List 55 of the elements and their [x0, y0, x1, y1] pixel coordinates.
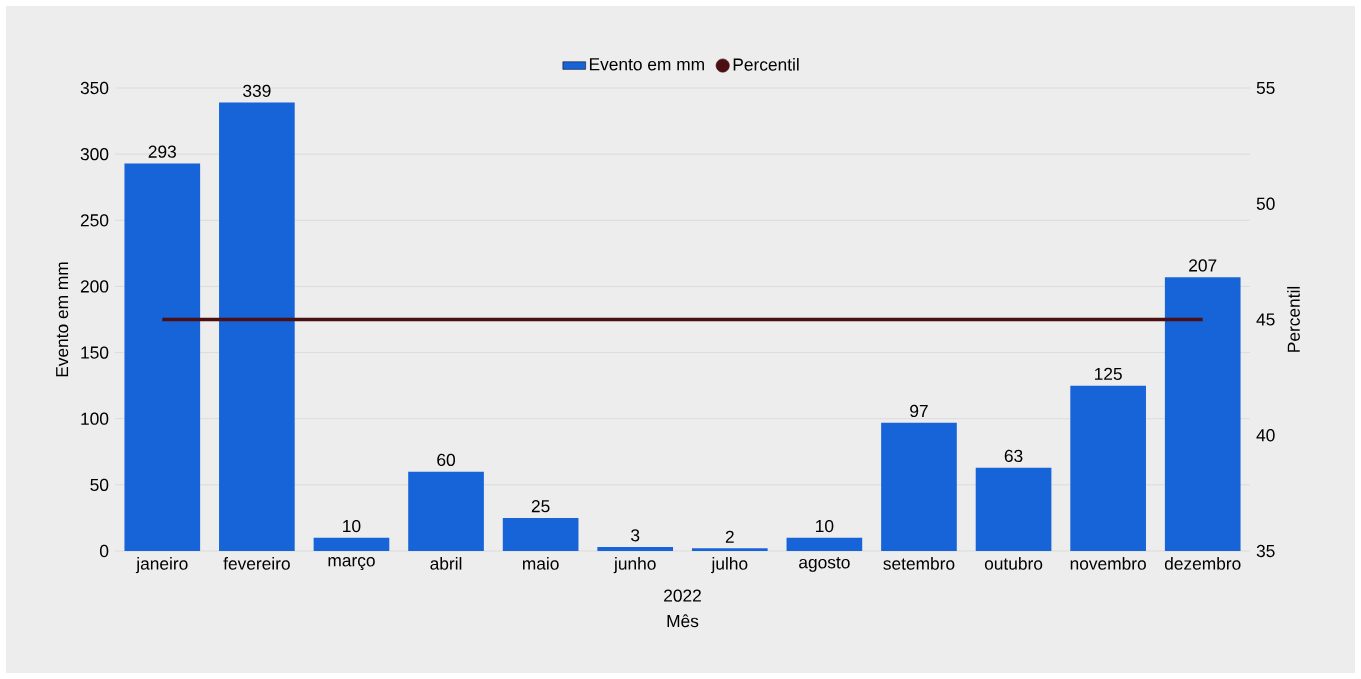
y-tick-label: 150	[81, 346, 109, 359]
text: 2022	[664, 589, 701, 602]
bar	[881, 422, 957, 551]
bar	[124, 163, 201, 551]
bar	[313, 537, 390, 551]
data-label: 10	[816, 519, 834, 533]
y-tick-label: 100	[81, 412, 109, 425]
data-label: 25	[531, 500, 550, 513]
bar	[408, 471, 484, 551]
y-tick-label: 200	[80, 280, 109, 293]
bar	[786, 537, 863, 551]
x-tick-label: outubro	[984, 557, 1043, 570]
data-label: 2	[725, 530, 734, 543]
y2-tick-label: 55	[1256, 81, 1275, 95]
x-tick-label: maio	[522, 557, 559, 570]
x-tick-label: junho	[613, 557, 656, 574]
y2-axis-title: Percentil	[1287, 286, 1300, 352]
bar	[502, 517, 579, 551]
bar	[1070, 385, 1146, 551]
y2-tick-label: 40	[1256, 429, 1275, 442]
bar	[219, 102, 295, 551]
x-tick-label: abril	[430, 557, 462, 570]
legend-label: Percentil	[733, 57, 799, 71]
x-tick-label: dezembro	[1164, 557, 1241, 570]
y2-tick-label: 45	[1256, 313, 1275, 326]
data-label: 207	[1189, 259, 1217, 272]
data-label: 293	[148, 145, 176, 158]
x-tick-label: setembro	[883, 557, 955, 570]
bar	[1164, 277, 1241, 551]
bar	[975, 467, 1052, 551]
x-tick-label: fevereiro	[223, 557, 290, 570]
x-tick-label: março	[328, 557, 375, 571]
y-axis-title: Evento em mm	[56, 262, 69, 377]
y2-tick-label: 35	[1256, 544, 1275, 558]
data-label: 339	[243, 84, 271, 97]
data-label: 97	[910, 404, 928, 418]
data-label: 63	[1004, 449, 1023, 463]
y-tick-label: 300	[80, 148, 109, 161]
y-tick-label: 250	[80, 214, 109, 227]
x-tick-label: julho	[711, 557, 748, 574]
data-label: 10	[343, 519, 361, 533]
bar	[597, 547, 674, 551]
x-tick-label: janeiro	[135, 557, 188, 574]
y-tick-label: 0	[99, 544, 109, 558]
x-axis-title: Mês	[667, 614, 699, 628]
y-tick-label: 350	[80, 81, 109, 95]
data-label: 3	[631, 529, 640, 542]
data-label: 125	[1094, 367, 1122, 381]
data-label: 60	[437, 453, 456, 467]
legend-label: Evento em mm	[589, 58, 704, 71]
y2-tick-label: 50	[1256, 197, 1275, 210]
bar	[691, 548, 768, 551]
y-tick-label: 50	[90, 478, 109, 491]
x-tick-label: novembro	[1070, 557, 1146, 570]
x-tick-label: agosto	[799, 557, 850, 572]
